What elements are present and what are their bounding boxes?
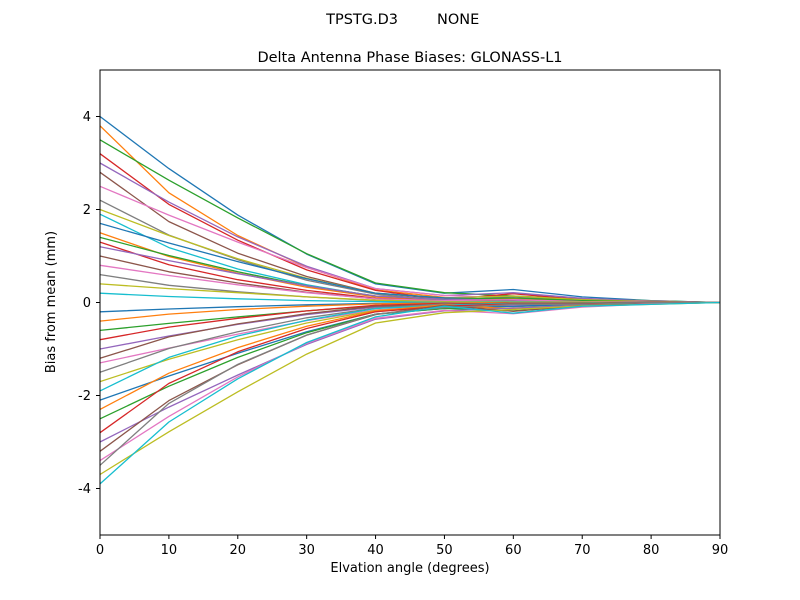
y-tick-label: -4	[78, 482, 91, 497]
suptitle-option: NONE	[437, 12, 479, 28]
series-line	[99, 301, 720, 466]
y-axis-label: Bias from mean (mm)	[44, 231, 59, 373]
x-axis-label: Elvation angle (degrees)	[330, 561, 489, 576]
x-tick-label: 80	[643, 543, 660, 558]
series-line	[99, 301, 721, 420]
y-tick-label: 2	[83, 203, 91, 218]
x-tick-label: 40	[367, 543, 384, 558]
series-line	[99, 153, 721, 304]
series-line	[99, 301, 721, 410]
x-tick-label: 0	[96, 543, 104, 558]
series-line	[99, 213, 720, 304]
y-tick-label: -2	[78, 389, 91, 404]
x-tick-label: 50	[436, 543, 453, 558]
series-line	[99, 301, 721, 452]
plot-area: 0 10 20 30 40 50 60 70 80 90 -4 -2 0 2 4	[78, 69, 729, 558]
series-line	[99, 301, 721, 401]
chart-title: Delta Antenna Phase Biases: GLONASS-L1	[257, 50, 562, 66]
series-line	[99, 115, 721, 304]
series-line	[99, 301, 720, 392]
series-line	[99, 139, 721, 304]
y-tick-label: 4	[83, 110, 91, 125]
y-tick-label: 0	[83, 296, 91, 311]
suptitle-program: TPSTG.D3	[325, 12, 398, 28]
x-tick-label: 60	[505, 543, 522, 558]
series-line	[99, 171, 720, 304]
x-tick-label: 20	[230, 543, 247, 558]
series-line	[99, 301, 721, 485]
x-tick-label: 10	[161, 543, 178, 558]
series-line	[99, 301, 721, 462]
series-line	[99, 185, 721, 304]
x-tick-label: 70	[574, 543, 591, 558]
x-tick-label: 90	[712, 543, 729, 558]
x-tick-label: 30	[298, 543, 315, 558]
